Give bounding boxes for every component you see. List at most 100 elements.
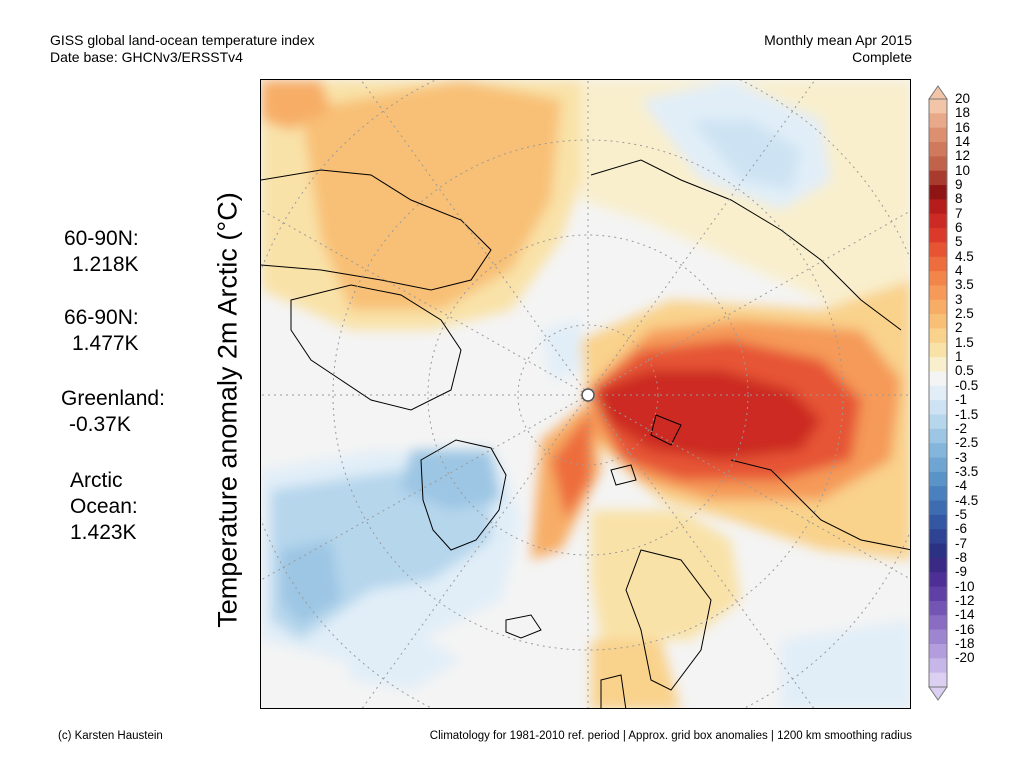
header-right: Monthly mean Apr 2015 Complete (764, 32, 912, 66)
colorbar-swatch (929, 385, 947, 401)
colorbar-tick-label: 4.5 (955, 248, 974, 264)
colorbar-tick-label: 18 (955, 105, 971, 121)
colorbar-swatch (929, 342, 947, 358)
anomaly-map (260, 79, 911, 709)
colorbar-tick-label: -16 (955, 621, 975, 637)
colorbar-swatch (929, 357, 947, 372)
stat-label: 66-90N: (64, 306, 139, 329)
colorbar-swatch (929, 486, 947, 502)
colorbar-swatch (929, 156, 947, 172)
siberia-coast (590, 159, 902, 331)
stat-value: 1.477K (72, 332, 139, 355)
colorbar-swatch (929, 328, 947, 344)
colorbar-tick-label: 4 (955, 263, 963, 279)
colorbar-tick-label: -3 (955, 449, 968, 465)
colorbar-tick-label: 3.5 (955, 277, 974, 293)
landmass-outlines (261, 159, 910, 708)
colorbar-swatch (929, 113, 947, 129)
uk-coast (600, 674, 627, 708)
colorbar-swatch (929, 471, 947, 487)
scandinavia (625, 549, 712, 691)
colorbar-tick-label: -12 (955, 592, 975, 608)
colorbar-tick-label: 0.5 (955, 363, 974, 379)
colorbar-tick-label: -7 (955, 535, 968, 551)
colorbar-tick-label: -1 (955, 392, 968, 408)
stat-60-90n: 60-90N: 1.218K (64, 226, 139, 278)
header-left: GISS global land-ocean temperature index… (50, 32, 315, 66)
colorbar-swatch (929, 529, 947, 545)
colorbar-tick-label: -9 (955, 564, 968, 580)
colorbar-swatch (929, 185, 947, 200)
colorbar-swatch (929, 572, 947, 588)
canadian-archipelago (290, 284, 462, 411)
colorbar-tick-label: -3.5 (955, 463, 979, 479)
colorbar-tick-label: -6 (955, 521, 968, 537)
stat-arctic-ocean: Arctic Ocean: 1.423K (70, 468, 138, 546)
colorbar-tick-label: 1.5 (955, 334, 974, 350)
colorbar (928, 85, 948, 701)
colorbar-tick-label: -10 (955, 578, 975, 594)
colorbar-tick-label: 6 (955, 220, 963, 236)
colorbar-swatch (929, 299, 947, 315)
iceland (505, 614, 542, 639)
colorbar-extend-bottom (928, 686, 948, 701)
colorbar-swatch (929, 142, 947, 157)
colorbar-tick-label: 20 (955, 91, 971, 106)
colorbar-tick-label: -14 (955, 607, 975, 623)
colorbar-swatch (929, 213, 947, 229)
colorbar-tick-label: -18 (955, 635, 975, 651)
colorbar-tick-label: -2.5 (955, 435, 979, 451)
novaya-zemlya (650, 414, 682, 446)
map-canvas (261, 80, 910, 708)
colorbar-swatch (929, 629, 947, 645)
greenland (420, 439, 507, 551)
colorbar-tick-label: 7 (955, 205, 963, 221)
stat-value: 1.423K (70, 521, 137, 544)
colorbar-tick-label: 2 (955, 320, 963, 336)
colorbar-tick-label: -2 (955, 420, 968, 436)
stat-label: Greenland: (61, 387, 165, 410)
data-source: Date base: GHCNv3/ERSSTv4 (50, 49, 243, 65)
map-title: GISS global land-ocean temperature index (50, 32, 315, 48)
colorbar-tick-label: -0.5 (955, 377, 979, 393)
colorbar-swatch (929, 457, 947, 473)
colorbar-swatch (929, 199, 947, 215)
graticule (261, 80, 910, 708)
colorbar-tick-label: -5 (955, 506, 968, 522)
colorbar-swatch (929, 271, 947, 286)
colorbar-swatch (929, 543, 947, 559)
credit-text: (c) Karsten Haustein (58, 730, 163, 742)
anomaly-field (261, 80, 910, 708)
colorbar-tick-label: -20 (955, 650, 975, 666)
colorbar-swatch (929, 127, 947, 143)
period-label: Monthly mean Apr 2015 (764, 32, 912, 48)
colorbar-tick-label: 9 (955, 177, 963, 193)
colorbar-swatch (929, 285, 947, 301)
colorbar-tick-label: 5 (955, 234, 963, 250)
stat-greenland: Greenland: -0.37K (61, 386, 165, 438)
colorbar-tick-label: 8 (955, 191, 963, 207)
colorbar-swatch (929, 600, 947, 616)
colorbar-swatch (929, 586, 947, 602)
colorbar-tick-label: 1 (955, 349, 963, 365)
footnote: Climatology for 1981-2010 ref. period | … (429, 730, 912, 742)
colorbar-swatch (929, 99, 947, 114)
colorbar-swatch (929, 170, 947, 186)
stat-label-2: Ocean: (70, 495, 138, 518)
stat-value: 1.218K (72, 253, 139, 276)
colorbar-tick-label: 3 (955, 291, 963, 307)
colorbar-swatch (929, 658, 947, 674)
north-pole-marker (581, 388, 595, 402)
colorbar-tick-label: -4 (955, 478, 968, 494)
stat-label: Arctic (70, 469, 123, 492)
colorbar-swatch (929, 514, 947, 530)
stat-66-90n: 66-90N: 1.477K (64, 305, 139, 357)
colorbar-swatch (929, 672, 947, 688)
colorbar-swatch (929, 314, 947, 329)
colorbar-tick-label: 16 (955, 119, 971, 135)
colorbar-swatch (929, 428, 947, 444)
stat-value: -0.37K (69, 413, 131, 436)
colorbar-swatch (929, 443, 947, 459)
colorbar-swatch (929, 400, 947, 416)
colorbar-swatch (929, 414, 947, 430)
